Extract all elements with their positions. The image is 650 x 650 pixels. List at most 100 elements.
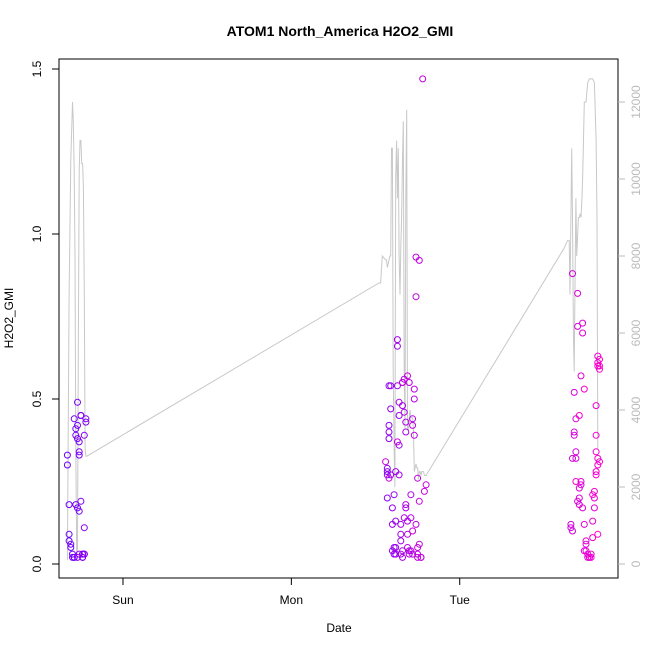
data-point [572, 478, 580, 485]
data-point [402, 428, 410, 436]
data-point [63, 461, 71, 469]
data-point [419, 75, 427, 83]
data-point [567, 524, 575, 532]
data-point [414, 544, 422, 551]
data-point [590, 504, 598, 512]
x-axis-label: Date [326, 621, 352, 635]
data-point [417, 553, 425, 561]
data-point [387, 405, 395, 413]
data-point [65, 537, 73, 545]
data-point [79, 550, 87, 558]
data-point [63, 451, 71, 459]
x-tick-label: Sun [112, 593, 133, 607]
data-point [594, 530, 602, 538]
data-point [420, 487, 428, 495]
data-point [569, 270, 576, 278]
y-tick-label: 0.5 [30, 390, 44, 407]
data-point [399, 379, 406, 386]
x-tick-label: Tue [450, 593, 471, 607]
data-point [385, 421, 393, 429]
data-point [405, 379, 413, 386]
data-point [567, 520, 575, 528]
y-tick-label: 1.5 [30, 60, 44, 77]
data-point [404, 530, 411, 538]
data-point [596, 362, 603, 370]
data-point [399, 547, 406, 555]
data-point [592, 471, 600, 479]
data-point [422, 481, 430, 489]
data-point [410, 395, 418, 403]
data-point [412, 293, 420, 301]
data-point [70, 415, 78, 423]
data-point [400, 408, 408, 416]
data-point [596, 365, 603, 373]
data-point [383, 471, 391, 479]
data-point [383, 464, 391, 472]
data-point [80, 524, 88, 532]
data-point [393, 336, 401, 344]
data-point [577, 478, 585, 485]
data-point [569, 527, 576, 535]
data-point [385, 474, 393, 482]
chart-title: ATOM1 North_America H2O2_GMI [227, 23, 454, 39]
data-point [579, 319, 587, 327]
y2-tick-label: 2000 [629, 473, 643, 500]
data-point [65, 530, 73, 538]
data-point [399, 402, 406, 410]
data-point [397, 530, 405, 538]
data-point [77, 497, 85, 505]
data-point [397, 520, 405, 528]
data-point [410, 431, 418, 439]
data-point [387, 471, 395, 479]
data-point [409, 415, 417, 423]
y2-tick-label: 10000 [629, 162, 643, 196]
data-point [409, 550, 417, 558]
data-point [569, 454, 576, 462]
data-point [570, 431, 578, 439]
y2-axis: 0 2000 4000 6000 8000 10000 12000 [618, 85, 643, 567]
data-point [74, 504, 81, 512]
data-point [415, 540, 423, 548]
y2-tick-label: 6000 [629, 319, 643, 346]
data-point [67, 540, 75, 548]
data-point [409, 527, 417, 535]
data-point [390, 491, 398, 499]
data-point [594, 454, 602, 462]
data-point [393, 438, 401, 446]
data-point [596, 355, 603, 363]
data-point [415, 256, 423, 264]
y2-tick-label: 8000 [629, 242, 643, 269]
data-point [414, 553, 422, 561]
data-point [587, 553, 595, 561]
data-point [72, 431, 80, 439]
data-point [69, 550, 76, 558]
data-point [82, 415, 90, 423]
data-point [402, 418, 410, 426]
data-point [582, 547, 590, 555]
data-point [393, 342, 401, 350]
data-point [385, 428, 393, 436]
data-point [580, 385, 588, 393]
data-point [577, 372, 585, 380]
data-point [594, 352, 602, 360]
data-point [575, 484, 583, 492]
data-point [74, 435, 81, 443]
data-point [592, 448, 600, 456]
data-point [410, 385, 418, 393]
data-point [407, 491, 415, 499]
data-point [574, 289, 582, 297]
data-point [574, 497, 582, 505]
y2-tick-label: 12000 [629, 85, 643, 119]
data-point [414, 474, 422, 482]
data-point [383, 494, 391, 502]
y2-tick-label: 0 [629, 560, 643, 567]
data-point [579, 329, 587, 337]
data-point [75, 507, 83, 515]
data-point [590, 487, 598, 495]
data-point [77, 412, 85, 419]
data-point [592, 468, 600, 476]
data-point [574, 322, 582, 330]
data-point [397, 537, 405, 545]
data-point [402, 504, 410, 512]
